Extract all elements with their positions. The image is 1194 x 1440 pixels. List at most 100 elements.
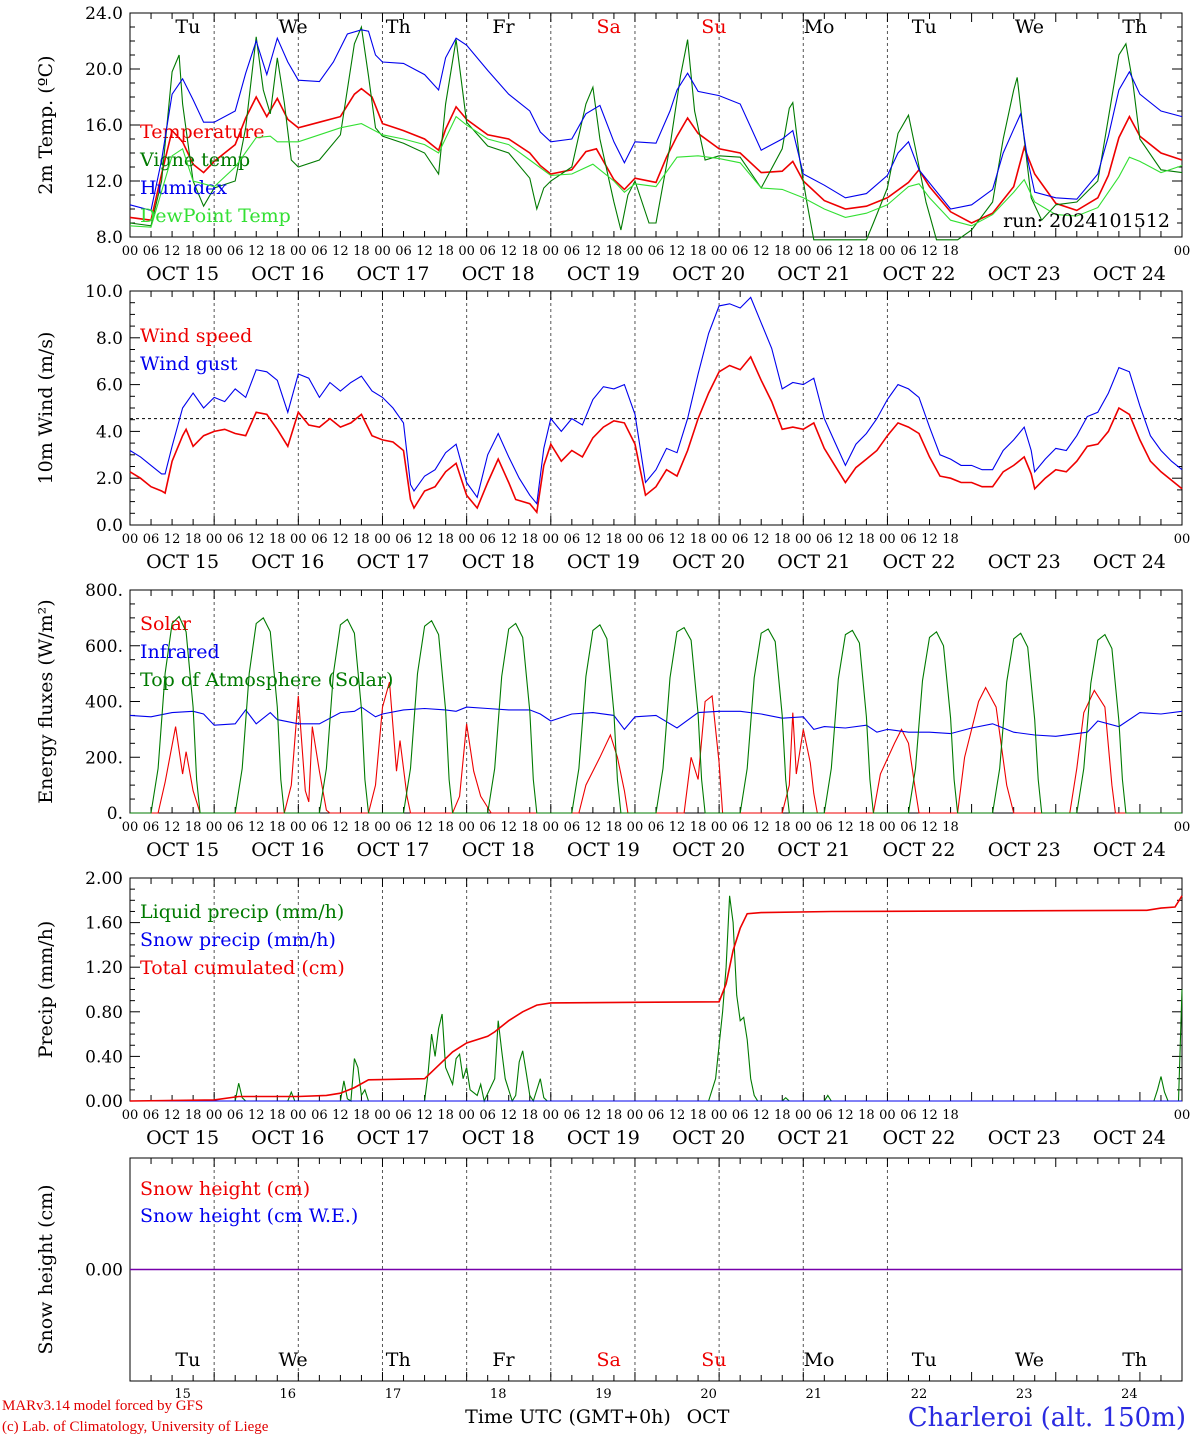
y-tick-label: 8.0 [96,329,123,349]
hour-tick-label: 12 [585,820,602,835]
weekday-label: Su [701,16,726,38]
legend-entry: DewPoint Temp [140,205,291,227]
y-tick-label: 6.0 [96,376,123,396]
hour-tick-label: 06 [648,244,665,259]
station-title: Charleroi (alt. 150m) [907,1403,1186,1433]
date-label: OCT 22 [882,263,955,285]
hour-tick-label: 06 [564,244,581,259]
date-label: OCT 19 [567,839,640,861]
hour-tick-label: 18 [690,1108,707,1123]
y-tick-label: 0. [107,804,123,824]
hour-tick-label: 18 [774,820,791,835]
hour-tick-label: 18 [185,532,202,547]
date-label: OCT 16 [251,263,324,285]
hour-tick-label: 12 [669,1108,686,1123]
legend-entry: Wind speed [140,325,252,347]
hour-tick-label: 12 [164,532,181,547]
y-tick-label: 1.20 [85,958,123,978]
hour-tick-label: 00 [122,244,139,259]
hour-tick-label: 12 [248,244,265,259]
panel-1: 8.0 12.0 16.0 20.0 24.0 2m Temp. (ºC) 00 06 12 18… [35,4,1190,285]
day-number: 18 [490,1387,507,1402]
date-label: OCT 21 [777,839,850,861]
y-tick-label: 0.0 [96,516,123,536]
hour-tick-label: 12 [416,820,433,835]
hour-tick-label: 18 [269,1108,286,1123]
y-axis-label: 10m Wind (m/s) [35,332,57,485]
hour-tick-label: 00 [374,532,391,547]
hour-tick-label: 06 [900,244,917,259]
hour-tick-label: 12 [500,1108,517,1123]
date-label: OCT 17 [356,551,429,573]
date-label: OCT 24 [1093,1127,1166,1149]
hour-tick-label: 12 [669,820,686,835]
date-label: OCT 15 [146,1127,219,1149]
hour-tick-label: 00 [1174,1108,1191,1123]
hour-tick-label: 18 [606,820,623,835]
hour-tick-label: 06 [143,244,160,259]
hour-tick-label: 18 [269,820,286,835]
legend-entry: Snow precip (mm/h) [140,929,336,951]
hour-tick-label: 12 [837,820,854,835]
hour-tick-label: 06 [143,820,160,835]
series-line-humidex [129,29,1183,212]
hour-tick-label: 18 [185,1108,202,1123]
hour-tick-label: 18 [521,532,538,547]
hour-tick-label: 18 [353,532,370,547]
hour-tick-label: 00 [543,532,560,547]
hour-tick-label: 18 [353,820,370,835]
y-tick-label: 1.60 [85,914,123,934]
legend-entry: Humidex [140,177,227,199]
hour-tick-label: 18 [774,532,791,547]
legend-entry: Infrared [140,641,220,663]
y-tick-label: 400. [85,693,123,713]
weekday-label: We [1015,1349,1044,1371]
series-line-wind-gust [129,296,1183,506]
weekday-label: We [278,16,307,38]
hour-tick-label: 18 [858,532,875,547]
hour-tick-label: 18 [942,532,959,547]
hour-tick-label: 06 [395,820,412,835]
weekday-label: Sa [596,1349,620,1371]
hour-tick-label: 00 [458,820,475,835]
hour-tick-label: 12 [669,532,686,547]
y-axis-label: 2m Temp. (ºC) [35,55,57,194]
day-number: 23 [1016,1387,1033,1402]
hour-tick-label: 06 [311,532,328,547]
day-number: 24 [1121,1387,1138,1402]
hour-tick-label: 00 [543,244,560,259]
hour-tick-label: 00 [627,532,644,547]
date-label: OCT 18 [462,839,535,861]
hour-tick-label: 06 [395,244,412,259]
hour-tick-label: 18 [690,244,707,259]
hour-tick-label: 00 [290,1108,307,1123]
hour-tick-label: 12 [921,244,938,259]
weekday-label: We [278,1349,307,1371]
weekday-label: Tu [912,16,937,38]
hour-tick-label: 12 [164,1108,181,1123]
hour-tick-label: 12 [248,532,265,547]
date-label: OCT 17 [356,1127,429,1149]
hour-tick-label: 18 [606,244,623,259]
hour-tick-label: 00 [458,1108,475,1123]
hour-tick-label: 00 [543,1108,560,1123]
hour-tick-label: 18 [437,532,454,547]
hour-tick-label: 00 [627,1108,644,1123]
date-label: OCT 22 [882,1127,955,1149]
hour-tick-label: 18 [606,1108,623,1123]
y-tick-label: 12.0 [85,172,123,192]
weekday-label: Fr [492,1349,515,1371]
hour-tick-label: 00 [290,532,307,547]
hour-tick-label: 00 [206,532,223,547]
date-label: OCT 21 [777,263,850,285]
date-label: OCT 18 [462,551,535,573]
hour-tick-label: 18 [942,820,959,835]
hour-tick-label: 06 [816,244,833,259]
date-label: OCT 20 [672,839,745,861]
hour-tick-label: 00 [795,1108,812,1123]
hour-tick-label: 06 [732,1108,749,1123]
legend-entry: Vigne temp [139,149,250,171]
hour-tick-label: 06 [648,820,665,835]
hour-tick-label: 00 [879,1108,896,1123]
date-label: OCT 17 [356,263,429,285]
